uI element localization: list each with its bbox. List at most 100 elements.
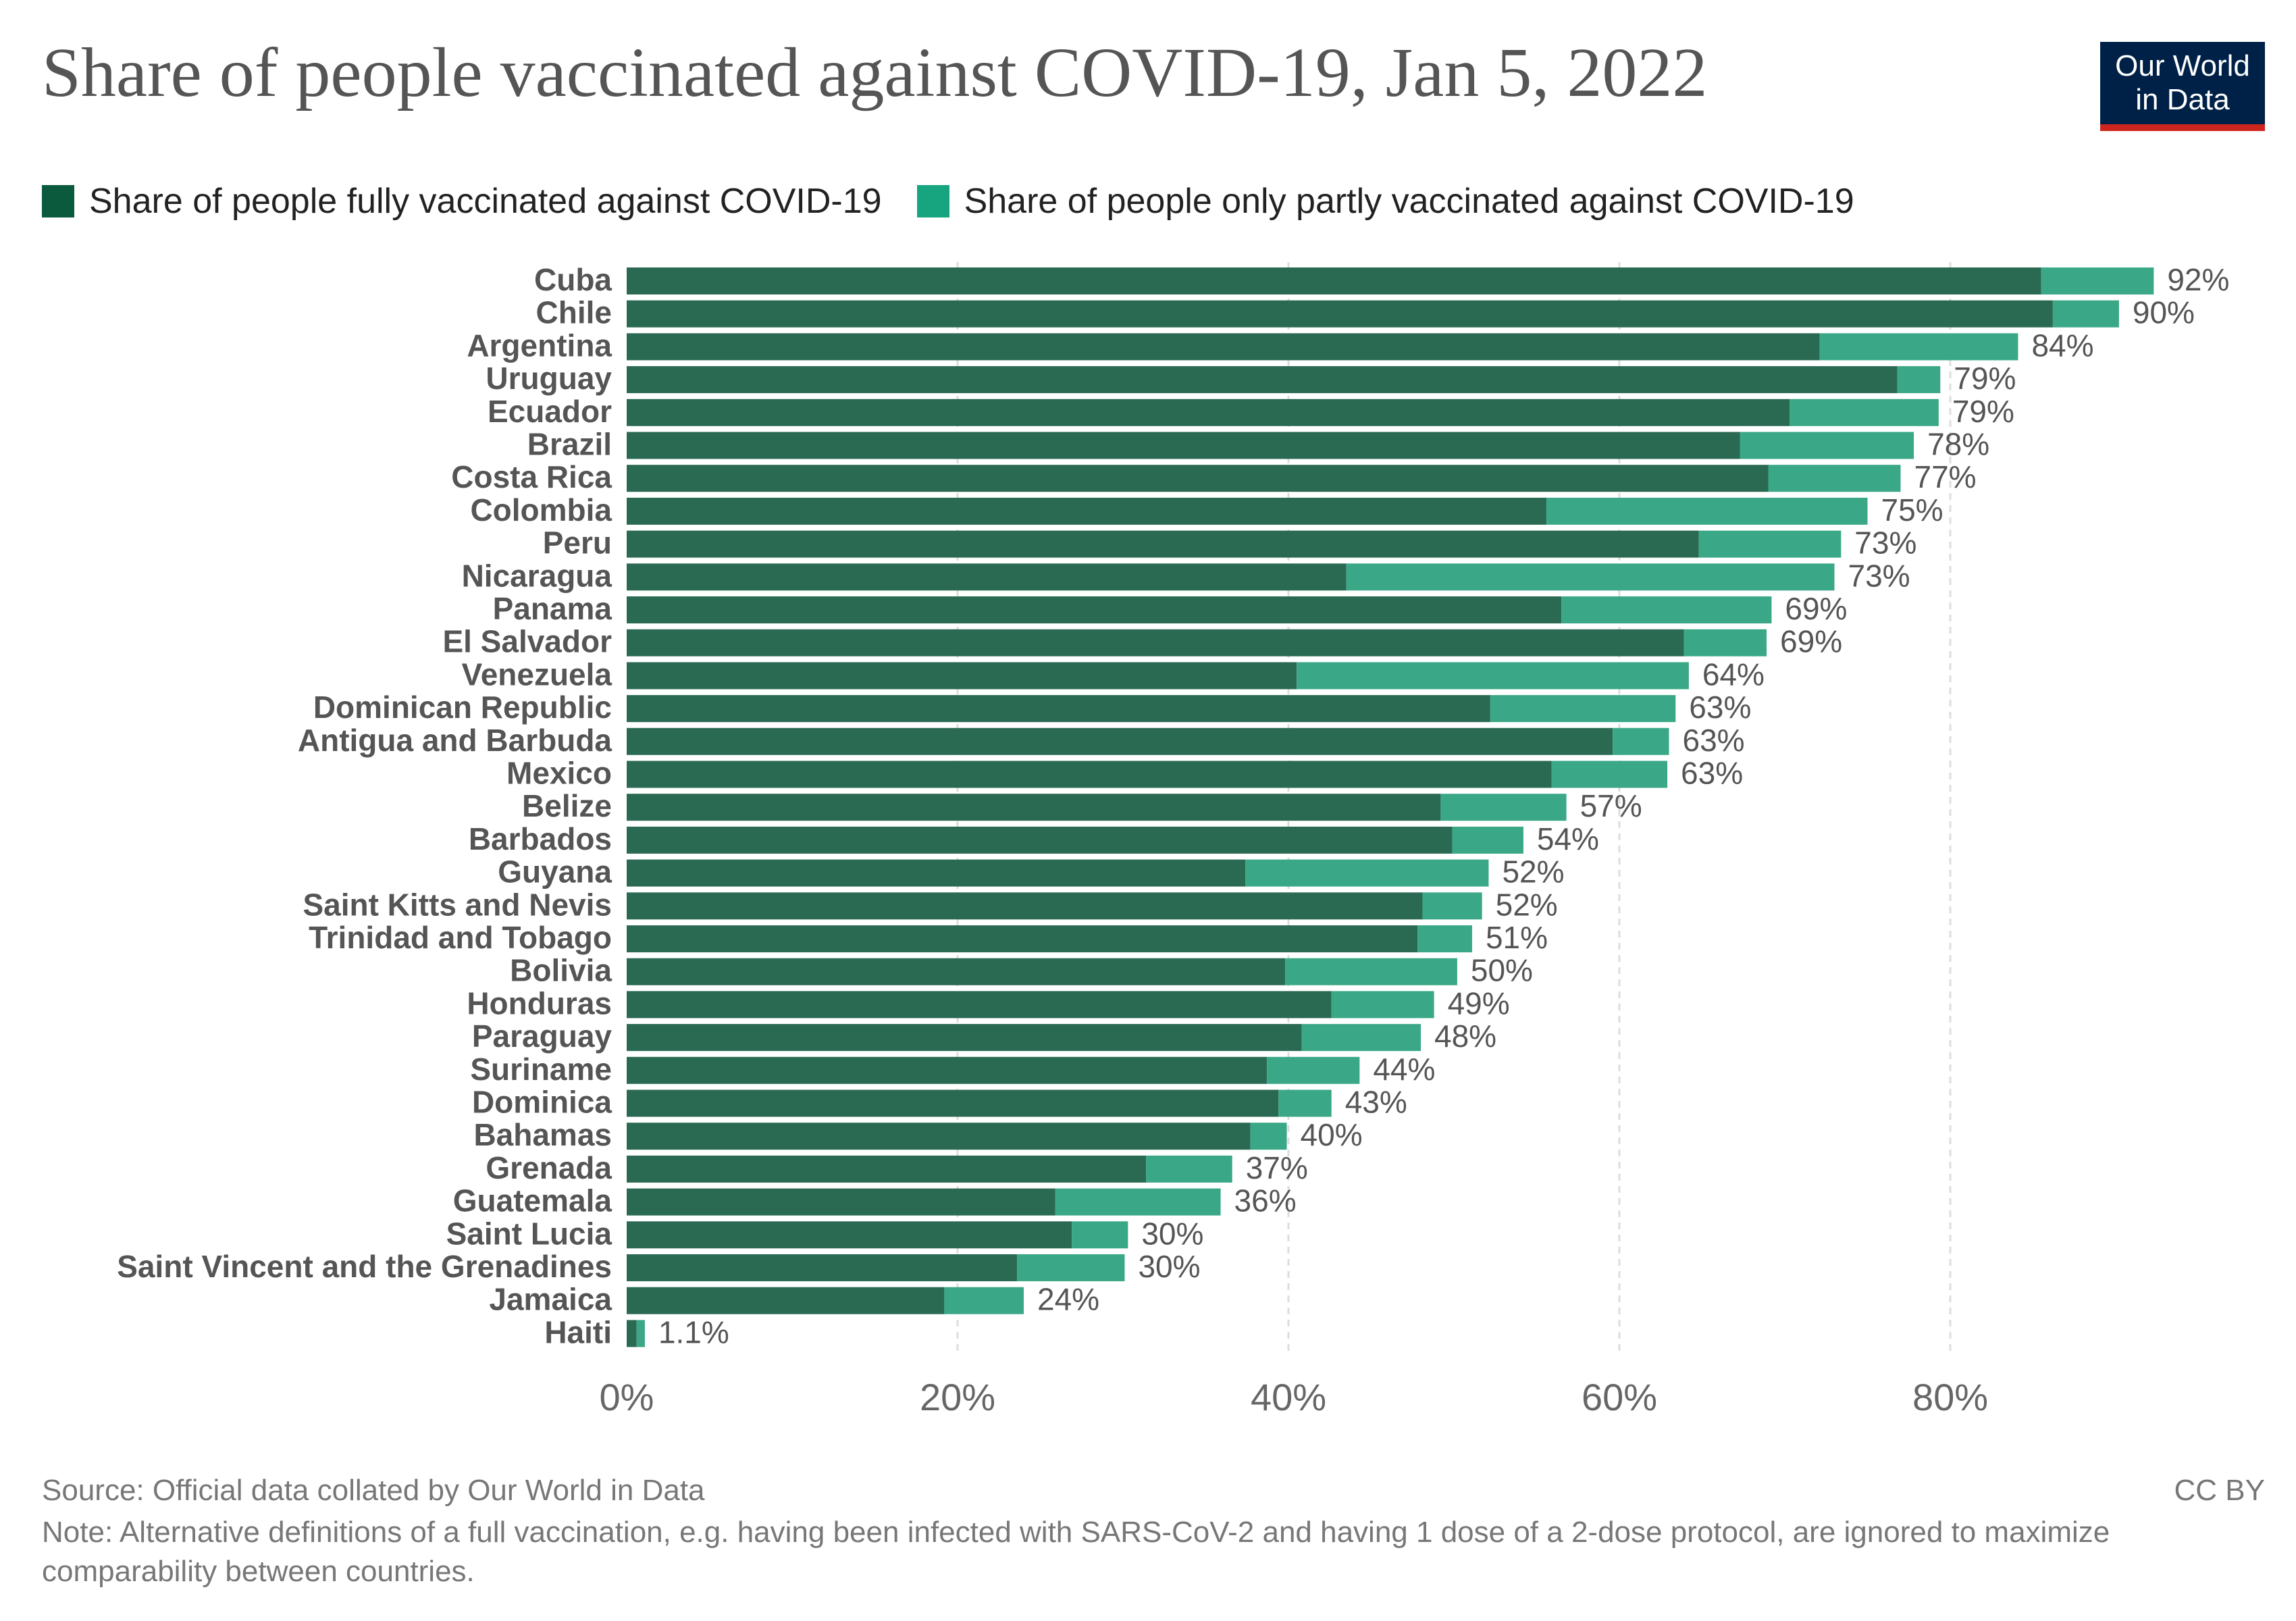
bar-fully-vaccinated bbox=[627, 794, 1441, 821]
bar-fully-vaccinated bbox=[627, 991, 1332, 1019]
license-link[interactable]: CC BY bbox=[2174, 1474, 2265, 1507]
value-label: 57% bbox=[1580, 788, 1642, 823]
category-label: Haiti bbox=[544, 1314, 612, 1349]
value-label: 79% bbox=[1952, 394, 2014, 429]
bar-partly-vaccinated bbox=[1897, 366, 1941, 394]
value-label: 73% bbox=[1848, 558, 1910, 593]
value-label: 30% bbox=[1141, 1216, 1203, 1251]
bar-fully-vaccinated bbox=[627, 398, 1790, 426]
category-label: Costa Rica bbox=[451, 459, 612, 494]
bar-partly-vaccinated bbox=[1250, 1123, 1287, 1150]
category-label: Bahamas bbox=[473, 1117, 612, 1152]
bar-fully-vaccinated bbox=[627, 629, 1684, 657]
bar-partly-vaccinated bbox=[1245, 859, 1489, 887]
value-label: 1.1% bbox=[658, 1314, 729, 1349]
category-label: Saint Kitts and Nevis bbox=[303, 887, 612, 922]
bar-partly-vaccinated bbox=[1490, 695, 1676, 723]
legend-label-partial: Share of people only partly vaccinated a… bbox=[964, 182, 1854, 221]
value-label: 48% bbox=[1434, 1019, 1496, 1054]
bar-partly-vaccinated bbox=[1546, 497, 1868, 525]
x-tick-label: 60% bbox=[1582, 1376, 1657, 1418]
category-label: Panama bbox=[493, 591, 612, 626]
category-label: Belize bbox=[522, 788, 612, 823]
value-label: 75% bbox=[1881, 492, 1943, 528]
value-label: 43% bbox=[1345, 1085, 1407, 1120]
value-label: 64% bbox=[1702, 657, 1765, 692]
bar-fully-vaccinated bbox=[627, 1123, 1251, 1150]
value-label: 63% bbox=[1689, 690, 1751, 725]
bar-fully-vaccinated bbox=[627, 530, 1699, 558]
bar-partly-vaccinated bbox=[1561, 596, 1772, 623]
bar-partly-vaccinated bbox=[1146, 1155, 1232, 1183]
bar-fully-vaccinated bbox=[627, 497, 1547, 525]
legend-item-full[interactable]: Share of people fully vaccinated against… bbox=[42, 181, 882, 222]
category-label: Chile bbox=[536, 295, 612, 330]
bar-fully-vaccinated bbox=[627, 1254, 1018, 1281]
value-label: 49% bbox=[1448, 985, 1510, 1021]
category-label: Dominican Republic bbox=[313, 690, 612, 725]
bar-fully-vaccinated bbox=[627, 826, 1453, 854]
category-label: Argentina bbox=[467, 328, 612, 363]
bar-fully-vaccinated bbox=[627, 1155, 1147, 1183]
chart-title: Share of people vaccinated against COVID… bbox=[42, 34, 1708, 111]
value-label: 63% bbox=[1683, 723, 1745, 758]
category-label: Bolivia bbox=[510, 953, 612, 988]
legend-item-partial[interactable]: Share of people only partly vaccinated a… bbox=[916, 181, 1854, 222]
bar-partly-vaccinated bbox=[1417, 925, 1472, 952]
category-label: Guatemala bbox=[453, 1183, 612, 1218]
bar-fully-vaccinated bbox=[627, 432, 1740, 459]
value-label: 51% bbox=[1486, 920, 1548, 955]
category-label: Colombia bbox=[470, 492, 612, 528]
value-label: 30% bbox=[1138, 1249, 1200, 1284]
x-tick-label: 40% bbox=[1251, 1376, 1326, 1418]
x-tick-label: 20% bbox=[920, 1376, 995, 1418]
category-label: Saint Lucia bbox=[446, 1216, 612, 1251]
bar-partly-vaccinated bbox=[1017, 1254, 1125, 1281]
bar-fully-vaccinated bbox=[627, 695, 1490, 723]
category-label: Trinidad and Tobago bbox=[309, 920, 612, 955]
bar-partly-vaccinated bbox=[1346, 563, 1835, 591]
value-label: 90% bbox=[2133, 295, 2195, 330]
footnote: Note: Alternative definitions of a full … bbox=[42, 1516, 2110, 1588]
value-label: 52% bbox=[1496, 887, 1558, 922]
category-label: Mexico bbox=[506, 756, 612, 791]
bar-partly-vaccinated bbox=[1072, 1221, 1128, 1249]
bar-fully-vaccinated bbox=[627, 366, 1898, 394]
legend-label-full: Share of people fully vaccinated against… bbox=[89, 182, 882, 221]
value-label: 24% bbox=[1037, 1282, 1099, 1317]
category-label: Suriname bbox=[470, 1052, 612, 1087]
bar-partly-vaccinated bbox=[1331, 991, 1434, 1019]
bar-fully-vaccinated bbox=[627, 662, 1297, 690]
value-label: 40% bbox=[1301, 1117, 1363, 1152]
category-label: Grenada bbox=[486, 1150, 612, 1185]
bar-fully-vaccinated bbox=[627, 892, 1423, 920]
bar-partly-vaccinated bbox=[1055, 1188, 1221, 1216]
legend-swatch-full bbox=[42, 185, 74, 217]
bar-partly-vaccinated bbox=[636, 1320, 645, 1347]
bar-fully-vaccinated bbox=[627, 267, 2041, 294]
bar-partly-vaccinated bbox=[1790, 398, 1939, 426]
category-label: Saint Vincent and the Grenadines bbox=[117, 1249, 612, 1284]
bar-partly-vaccinated bbox=[1422, 892, 1482, 920]
bar-partly-vaccinated bbox=[944, 1287, 1024, 1314]
value-label: 69% bbox=[1780, 624, 1842, 659]
bar-partly-vaccinated bbox=[1452, 826, 1523, 854]
bar-fully-vaccinated bbox=[627, 1287, 945, 1314]
logo-line-1: Our World bbox=[2115, 49, 2250, 82]
value-label: 52% bbox=[1502, 854, 1564, 890]
owid-logo[interactable]: Our World in Data bbox=[2100, 42, 2265, 131]
bar-fully-vaccinated bbox=[627, 727, 1613, 755]
category-label: Peru bbox=[543, 525, 612, 561]
bar-fully-vaccinated bbox=[627, 596, 1562, 623]
category-label: Uruguay bbox=[486, 361, 612, 396]
value-label: 54% bbox=[1537, 821, 1599, 856]
bar-fully-vaccinated bbox=[627, 300, 2053, 328]
bar-partly-vaccinated bbox=[1440, 794, 1567, 821]
bar-fully-vaccinated bbox=[627, 925, 1418, 952]
bar-fully-vaccinated bbox=[627, 1188, 1055, 1216]
bar-partly-vaccinated bbox=[2041, 267, 2154, 294]
category-label: El Salvador bbox=[442, 624, 612, 659]
bar-fully-vaccinated bbox=[627, 1024, 1302, 1052]
category-label: Guyana bbox=[498, 854, 612, 890]
